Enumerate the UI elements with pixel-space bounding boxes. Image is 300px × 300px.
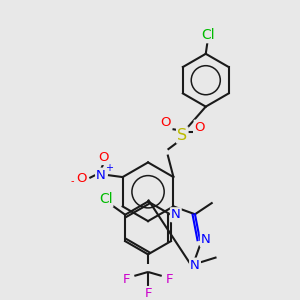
Text: O: O	[195, 121, 205, 134]
Text: N: N	[96, 169, 106, 182]
Text: F: F	[123, 273, 130, 286]
Text: -: -	[71, 176, 74, 186]
Text: F: F	[166, 273, 173, 286]
Text: O: O	[160, 116, 171, 129]
Text: O: O	[98, 151, 108, 164]
Text: +: +	[105, 163, 113, 173]
Text: Cl: Cl	[99, 192, 112, 206]
Text: Cl: Cl	[201, 28, 214, 42]
Text: N: N	[171, 208, 181, 221]
Text: O: O	[76, 172, 87, 184]
Text: N: N	[201, 233, 211, 246]
Text: S: S	[177, 128, 187, 142]
Text: N: N	[190, 259, 200, 272]
Text: F: F	[144, 287, 152, 300]
